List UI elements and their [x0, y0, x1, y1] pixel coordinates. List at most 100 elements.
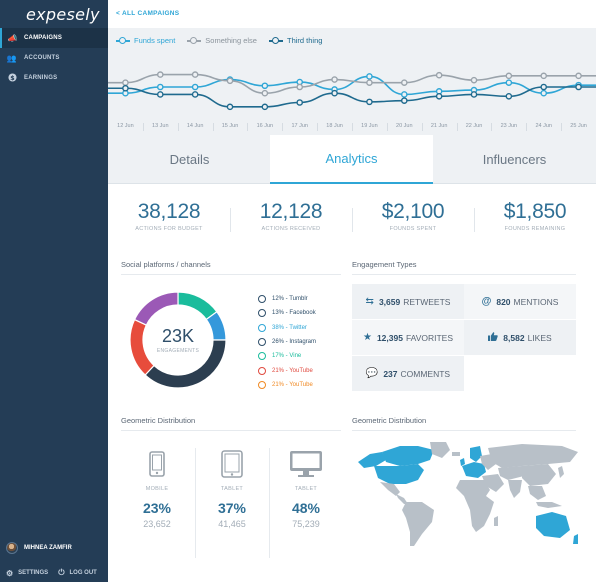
platform-marker	[258, 309, 266, 318]
data-point[interactable]	[470, 91, 478, 98]
data-point[interactable]	[156, 71, 164, 78]
legend-marker	[187, 36, 202, 45]
data-point[interactable]	[261, 103, 269, 111]
data-point[interactable]	[226, 77, 234, 85]
engagement-comments: 💬 237 COMMENTS	[352, 356, 464, 391]
map-region-central-asia	[498, 466, 524, 480]
data-point[interactable]	[226, 103, 234, 111]
data-point[interactable]	[191, 83, 199, 91]
tab-details[interactable]: Details	[169, 152, 210, 167]
donut-center-value: 23K	[161, 326, 195, 346]
legend-entry-something-else[interactable]: Something else	[187, 36, 257, 45]
data-point[interactable]	[366, 73, 373, 80]
series-line-2	[108, 86, 596, 108]
data-point[interactable]	[505, 79, 513, 86]
data-point[interactable]	[296, 99, 304, 106]
platform-item: 13% - Facebook	[258, 306, 316, 320]
data-point[interactable]	[505, 93, 513, 100]
back-to-campaigns-link[interactable]: < ALL CAMPAIGNS	[116, 10, 180, 17]
data-point[interactable]	[261, 82, 269, 90]
star-icon: ★	[362, 332, 372, 343]
legend-marker	[268, 36, 283, 45]
sidebar-item-earnings[interactable]: $ EARNINGS	[0, 68, 108, 88]
sidebar-item-accounts[interactable]: 👥 ACCOUNTS	[0, 48, 108, 68]
data-point[interactable]	[156, 91, 164, 98]
data-point[interactable]	[331, 89, 338, 97]
data-point[interactable]	[435, 71, 443, 79]
app-logo[interactable]: expesely	[26, 5, 100, 24]
legend-entry-third-thing[interactable]: Third thing	[268, 36, 323, 45]
data-point[interactable]	[400, 79, 408, 86]
legend-entry-funds-spent[interactable]: Funds spent	[116, 36, 175, 45]
logout-label: LOG OUT	[69, 570, 97, 576]
platform-marker	[258, 295, 266, 304]
data-point[interactable]	[540, 72, 548, 80]
data-point[interactable]	[470, 76, 478, 84]
avatar	[6, 542, 18, 554]
x-tick-label: 14 Jun	[186, 123, 204, 129]
divider	[230, 208, 231, 232]
device-label: TABLET	[294, 486, 318, 492]
data-point[interactable]	[122, 84, 129, 92]
device-count: 41,465	[218, 519, 246, 529]
data-point[interactable]	[331, 76, 338, 83]
data-point[interactable]	[261, 89, 269, 97]
data-point[interactable]	[575, 83, 582, 91]
x-tick-separator	[282, 123, 284, 131]
data-point[interactable]	[122, 79, 129, 86]
device-tablet: TABLET 37% 41,465	[195, 448, 269, 529]
platform-item: 38% - Twitter	[258, 321, 316, 335]
data-point[interactable]	[540, 83, 548, 91]
x-axis: 12 Jun 13 Jun 14 Jun 15 Jun 16 Jun 17 Jun 18 J…	[108, 121, 596, 133]
data-point[interactable]	[366, 79, 373, 86]
data-point[interactable]	[156, 83, 164, 91]
legend-marker	[116, 36, 130, 45]
stat-actions-for-budget: 38,128 ACTIONS FOR BUDGET	[108, 200, 230, 232]
data-point[interactable]	[435, 93, 443, 100]
settings-label: SETTINGS	[18, 570, 49, 576]
x-tick-label: 23 Jun	[500, 123, 518, 129]
engagement-retweets: ⇆ 3,659 RETWEETS	[352, 284, 464, 319]
sidebar-item-campaigns[interactable]: 📣 CAMPAIGNS	[0, 28, 108, 48]
x-tick-label: 21 Jun	[430, 123, 448, 129]
data-point[interactable]	[191, 91, 199, 98]
data-point[interactable]	[191, 71, 199, 78]
data-point[interactable]	[400, 91, 408, 98]
platform-label: 21% - YouTube	[272, 367, 313, 374]
user-profile[interactable]: MIHNEA ZAMFIR	[6, 542, 72, 554]
platform-label: 12% - Tumblr	[272, 296, 308, 303]
device-desktop: TABLET 48% 75,239	[269, 448, 343, 529]
engagement-value: 12,395	[376, 332, 403, 343]
data-point[interactable]	[575, 72, 582, 80]
dollar-icon: $	[0, 72, 24, 84]
platform-item: 26% - Instagram	[258, 335, 316, 349]
data-point[interactable]	[366, 98, 373, 106]
data-point[interactable]	[505, 72, 513, 80]
legend-label: Funds spent	[134, 36, 176, 45]
donut-slice[interactable]	[133, 291, 179, 326]
platform-item: 21% - YouTube	[258, 363, 316, 377]
engagement-value: 8,582	[503, 332, 525, 343]
platform-marker	[258, 380, 266, 389]
x-tick-label: 20 Jun	[396, 123, 413, 129]
device-label: TABLET	[220, 486, 244, 492]
tab-influencers[interactable]: Influencers	[482, 152, 547, 167]
logout-button[interactable]: ⏻ LOG OUT	[58, 568, 97, 578]
stat-founds-spent: $2,100 FOUNDS SPENT	[352, 200, 474, 232]
x-tick-label: 12 Jun	[117, 123, 134, 129]
x-tick-label: 15 Jun	[221, 123, 239, 129]
stat-label: ACTIONS FOR BUDGET	[135, 226, 203, 232]
x-tick-separator	[561, 123, 563, 131]
map-region-greenland	[430, 442, 450, 458]
tab-analytics[interactable]: Analytics	[270, 135, 433, 184]
data-point[interactable]	[540, 89, 548, 97]
map-region-uk	[460, 458, 465, 466]
map-region-new-zealand	[573, 534, 578, 544]
data-point[interactable]	[400, 97, 408, 104]
x-tick-separator	[386, 123, 388, 131]
engagement-mentions: @ 820 MENTIONS	[464, 284, 576, 319]
map-region-iceland	[452, 452, 460, 456]
legend-label: Third thing	[286, 36, 323, 45]
data-point[interactable]	[296, 83, 304, 91]
settings-button[interactable]: ⚙ SETTINGS	[6, 569, 48, 578]
